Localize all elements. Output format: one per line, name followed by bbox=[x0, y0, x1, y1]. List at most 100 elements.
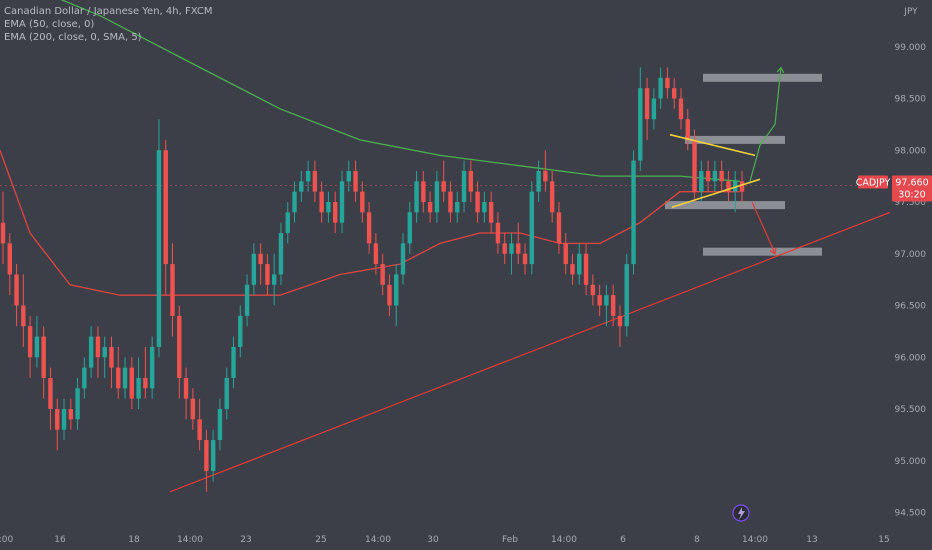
y-tick-label: 97.000 bbox=[895, 250, 927, 260]
candle bbox=[265, 253, 270, 296]
candle-body bbox=[705, 170, 711, 182]
candle-body bbox=[75, 388, 80, 420]
candle-body bbox=[149, 346, 155, 389]
candle bbox=[672, 77, 677, 109]
candle-body bbox=[597, 295, 602, 306]
countdown-badge-text: 30:20 bbox=[898, 189, 925, 200]
symbol-badge-bg bbox=[858, 175, 888, 189]
candle-body bbox=[455, 202, 460, 213]
candle bbox=[312, 160, 318, 202]
candle-body bbox=[265, 264, 270, 285]
candle bbox=[278, 222, 284, 285]
candle bbox=[719, 160, 724, 192]
candle bbox=[305, 160, 311, 192]
candle-body bbox=[366, 212, 372, 244]
candle bbox=[82, 357, 87, 399]
candle-body bbox=[102, 346, 107, 358]
candle bbox=[468, 160, 474, 202]
candle bbox=[678, 88, 684, 130]
candle bbox=[583, 243, 589, 296]
candle-body bbox=[34, 336, 40, 358]
candle-body bbox=[163, 150, 168, 265]
candle-body bbox=[41, 336, 46, 378]
candle-body bbox=[475, 191, 480, 213]
candle-body bbox=[129, 367, 135, 399]
candle bbox=[366, 202, 372, 254]
candle-body bbox=[699, 170, 704, 192]
zone-box-3 bbox=[703, 247, 822, 256]
candle-body bbox=[516, 243, 521, 254]
candle-body bbox=[326, 202, 331, 213]
candle bbox=[14, 264, 19, 327]
event-marker bbox=[732, 504, 750, 522]
candle-body bbox=[7, 243, 12, 275]
candle bbox=[353, 160, 358, 202]
candle bbox=[217, 398, 223, 451]
candle bbox=[95, 326, 101, 378]
x-tick-label: 30 bbox=[427, 535, 439, 545]
candle-body bbox=[136, 377, 141, 399]
x-tick-label: 25 bbox=[315, 535, 326, 545]
x-tick-label: 6 bbox=[620, 535, 626, 545]
candle-body bbox=[231, 346, 236, 378]
candle-body bbox=[333, 202, 338, 223]
candle-body bbox=[651, 98, 657, 120]
candle-body bbox=[339, 181, 345, 223]
candle bbox=[55, 398, 60, 451]
candle bbox=[699, 160, 704, 202]
candle bbox=[421, 170, 426, 213]
candle bbox=[665, 67, 670, 99]
x-tick-label: 14:00 bbox=[551, 535, 577, 545]
candle bbox=[258, 243, 263, 285]
candle bbox=[102, 336, 107, 378]
candle-body bbox=[319, 191, 324, 213]
projection-up-arrow bbox=[776, 66, 785, 74]
candle bbox=[34, 315, 40, 368]
candle bbox=[163, 139, 168, 296]
legend-ema200-line[interactable]: EMA (200, close, 0, SMA, 5) bbox=[4, 32, 142, 43]
y-tick-label: 95.000 bbox=[895, 457, 927, 467]
candle bbox=[41, 326, 46, 399]
candle-body bbox=[14, 274, 19, 306]
candle-body bbox=[271, 274, 277, 285]
legend-symbol-line[interactable]: Canadian Dollar / Japanese Yen, 4h, FXCM bbox=[4, 6, 213, 17]
candle-body bbox=[549, 181, 555, 213]
symbol-badge-text: CADJPY bbox=[856, 177, 891, 188]
zone-box-1 bbox=[685, 135, 785, 144]
candle-body bbox=[529, 191, 535, 265]
candle-body bbox=[495, 222, 501, 244]
candle bbox=[522, 243, 528, 275]
x-tick-label: 23 bbox=[240, 535, 251, 545]
candle bbox=[27, 315, 33, 378]
candle bbox=[326, 191, 331, 223]
candle-body bbox=[197, 419, 202, 441]
candle bbox=[339, 170, 345, 234]
x-tick-label: 14:00 bbox=[177, 535, 203, 545]
candle-body bbox=[346, 170, 351, 182]
chart-legend: Canadian Dollar / Japanese Yen, 4h, FXCM… bbox=[4, 5, 212, 44]
candle bbox=[394, 264, 399, 327]
candle bbox=[400, 233, 406, 285]
candle-body bbox=[685, 119, 690, 140]
drawings-layer bbox=[669, 66, 785, 522]
candle-body bbox=[522, 253, 528, 265]
candle bbox=[380, 253, 385, 296]
candle-body bbox=[563, 243, 568, 265]
candle bbox=[149, 336, 155, 399]
candle-body bbox=[177, 315, 182, 378]
projection-down-arrow bbox=[769, 247, 777, 255]
candle bbox=[509, 233, 514, 275]
candle-body bbox=[434, 181, 440, 213]
candle-body bbox=[210, 440, 216, 472]
candle bbox=[271, 253, 277, 306]
candle bbox=[427, 191, 433, 223]
candle-body bbox=[82, 367, 87, 389]
legend-ema50-line[interactable]: EMA (50, close, 0) bbox=[4, 19, 95, 30]
candle bbox=[292, 181, 297, 223]
projection-up-line bbox=[749, 67, 782, 182]
candle-body bbox=[224, 377, 229, 409]
candle-body bbox=[610, 295, 616, 316]
candle bbox=[48, 367, 53, 430]
candle bbox=[299, 170, 304, 202]
